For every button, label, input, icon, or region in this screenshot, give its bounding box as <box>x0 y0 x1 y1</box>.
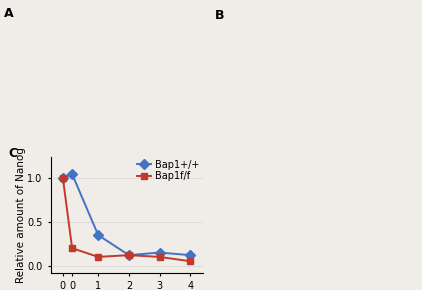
Bap1f/f <box>157 255 162 259</box>
Bap1+/+ <box>96 233 101 237</box>
Bap1f/f <box>70 246 75 250</box>
Bap1+/+ <box>60 177 65 180</box>
Y-axis label: Relative amount of Nanog: Relative amount of Nanog <box>16 147 26 282</box>
Text: B: B <box>215 9 225 22</box>
Text: C: C <box>8 147 17 160</box>
Bap1+/+ <box>70 172 75 176</box>
Bap1+/+ <box>188 253 193 257</box>
Bap1+/+ <box>126 253 131 257</box>
Text: A: A <box>4 7 14 20</box>
Line: Bap1+/+: Bap1+/+ <box>60 171 194 259</box>
Bap1f/f <box>60 177 65 180</box>
Legend: Bap1+/+, Bap1f/f: Bap1+/+, Bap1f/f <box>136 159 200 182</box>
Bap1+/+ <box>157 251 162 254</box>
Line: Bap1f/f: Bap1f/f <box>60 175 194 265</box>
Bap1f/f <box>96 255 101 259</box>
Bap1f/f <box>126 253 131 257</box>
Bap1f/f <box>188 260 193 263</box>
